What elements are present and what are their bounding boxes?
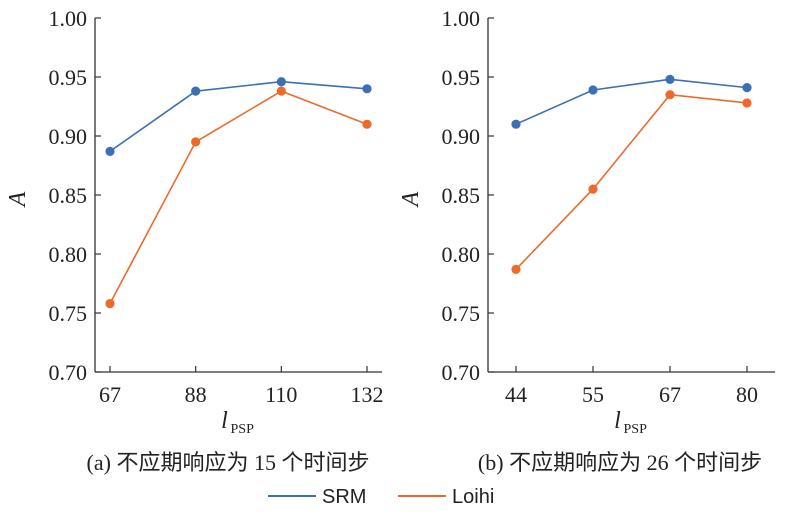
x-tick-label-b: 44 (505, 382, 527, 407)
chart-panel-b: 0.70 0.75 0.80 0.85 0.90 0.95 1.00 44 55 67 80 Al PS… (398, 6, 775, 437)
x-tick-label-a: 88 (185, 382, 207, 407)
y-tick-label-a: 0.70 (49, 360, 88, 385)
x-tick-label-b: 67 (659, 382, 681, 407)
y-tick-label-a: 0.95 (49, 65, 88, 90)
data-point-loihi-b (511, 264, 521, 274)
caption-a: (a) 不应期响应为 15 个时间步 (87, 450, 370, 475)
data-point-srm-a (105, 146, 115, 156)
x-tick-label-a: 110 (265, 382, 297, 407)
y-tick-label-a: 1.00 (49, 6, 88, 31)
data-point-srm-a (362, 84, 372, 94)
data-point-loihi-a (362, 119, 372, 129)
data-point-srm-a (191, 86, 201, 96)
y-tick-label-b: 0.85 (442, 183, 481, 208)
legend-label-loihi: Loihi (452, 486, 494, 508)
data-point-srm-b (588, 85, 598, 95)
y-tick-label-b: 0.70 (442, 360, 481, 385)
y-tick-label-a: 0.80 (49, 242, 88, 267)
x-tick-label-a: 67 (99, 382, 121, 407)
y-axis-label-b: A (398, 191, 424, 208)
legend: SRM Loihi (268, 486, 494, 508)
x-axis-label-sub-b: PSP (624, 422, 648, 437)
data-point-loihi-a (105, 298, 115, 309)
y-tick-label-b: 0.90 (442, 124, 481, 149)
series-line-srm-a (109, 80, 368, 152)
chart-panel-a: 0.70 0.75 0.80 0.85 0.90 0.95 1.00 67 88 110 132 Al… (5, 6, 384, 437)
series-line-loihi-a (109, 90, 368, 304)
data-point-loihi-a (191, 137, 201, 147)
series-line-loihi-b (515, 93, 748, 270)
y-tick-label-b: 0.75 (442, 301, 481, 326)
data-point-srm-a (276, 77, 286, 87)
data-point-loihi-a (276, 86, 286, 96)
y-tick-label-b: 0.95 (442, 65, 481, 90)
data-point-loihi-b (588, 184, 598, 194)
y-tick-label-a: 0.85 (49, 183, 88, 208)
x-axis-label-sub-a: PSP (231, 422, 255, 437)
data-point-loihi-b (742, 98, 752, 108)
x-axis-label-a: l (221, 408, 228, 434)
y-tick-label-a: 0.75 (49, 301, 88, 326)
data-point-srm-b (742, 83, 752, 93)
y-tick-label-b: 0.80 (442, 242, 481, 267)
y-axis-label-a: A (5, 191, 31, 208)
y-tick-label-a: 0.90 (49, 124, 88, 149)
data-point-loihi-b (665, 90, 675, 100)
caption-b: (b) 不应期响应为 26 个时间步 (478, 450, 762, 475)
x-tick-label-b: 80 (736, 382, 758, 407)
x-tick-label-b: 55 (582, 382, 604, 407)
legend-label-srm: SRM (322, 486, 366, 508)
series-line-srm-b (515, 78, 748, 125)
data-point-srm-b (665, 74, 675, 84)
y-tick-label-b: 1.00 (442, 6, 481, 31)
x-axis-label-b: l (614, 408, 621, 434)
x-tick-label-a: 132 (351, 382, 384, 407)
data-point-srm-b (511, 119, 521, 129)
